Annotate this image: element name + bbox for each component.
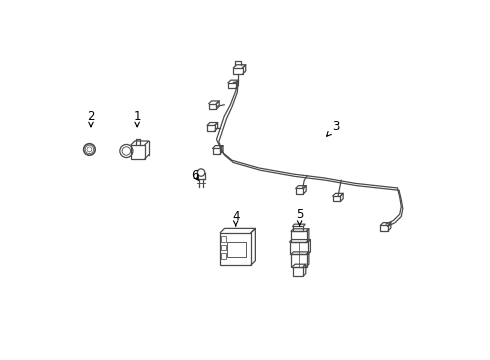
Text: 2: 2 — [87, 110, 95, 127]
Text: 3: 3 — [327, 120, 340, 136]
Text: 5: 5 — [296, 208, 303, 226]
Text: 6: 6 — [191, 169, 198, 182]
Text: 4: 4 — [232, 210, 240, 226]
Text: 1: 1 — [133, 110, 141, 127]
